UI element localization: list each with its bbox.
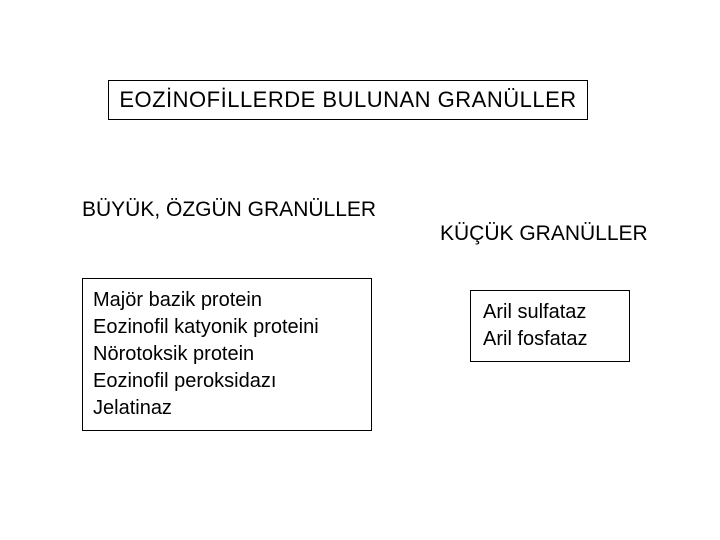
list-item: Aril sulfataz (483, 299, 617, 326)
list-item: Nörotoksik protein (93, 341, 361, 368)
right-section-heading: KÜÇÜK GRANÜLLER (440, 222, 648, 246)
list-item: Majör bazik protein (93, 287, 361, 314)
list-item: Aril fosfataz (483, 326, 617, 353)
left-list-box: Majör bazik protein Eozinofil katyonik p… (82, 278, 372, 431)
list-item: Eozinofil katyonik proteini (93, 314, 361, 341)
title-box: EOZİNOFİLLERDE BULUNAN GRANÜLLER (108, 80, 588, 120)
page-title: EOZİNOFİLLERDE BULUNAN GRANÜLLER (119, 87, 577, 113)
left-section-heading: BÜYÜK, ÖZGÜN GRANÜLLER (82, 198, 376, 222)
list-item: Eozinofil peroksidazı (93, 368, 361, 395)
right-list-box: Aril sulfataz Aril fosfataz (470, 290, 630, 362)
list-item: Jelatinaz (93, 395, 361, 422)
